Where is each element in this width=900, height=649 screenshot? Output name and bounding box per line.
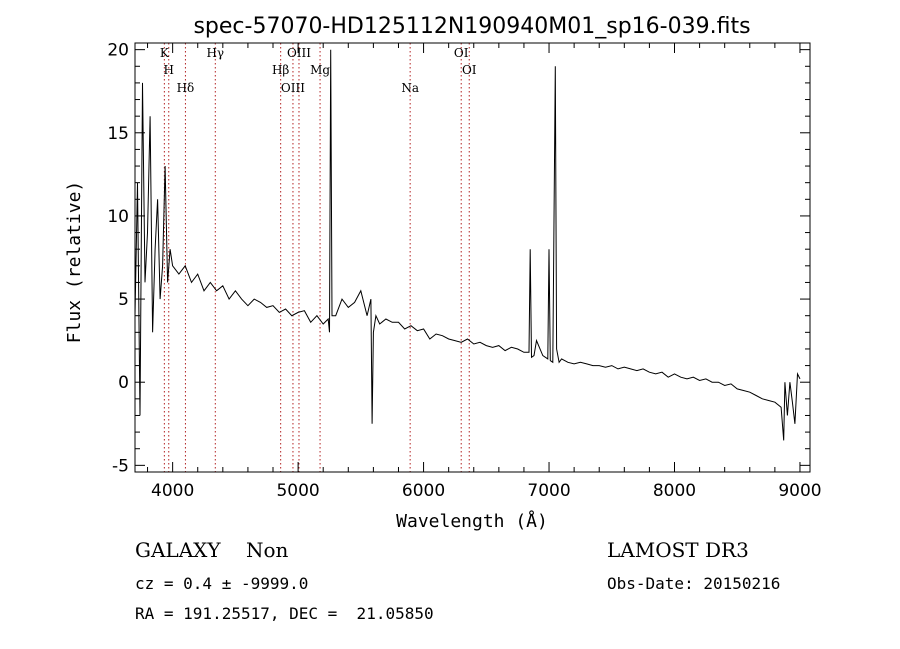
line-markers	[163, 43, 470, 472]
obs-date: Obs-Date: 20150216	[607, 574, 781, 593]
x-tick-label: 7000	[527, 481, 570, 501]
y-tick-label: 20	[107, 41, 129, 61]
chart-title: spec-57070-HD125112N190940M01_sp16-039.f…	[193, 14, 750, 39]
y-axis-ticks: -5 0 5 10 15 20	[107, 41, 810, 476]
y-axis-label: Flux (relative)	[64, 181, 85, 344]
line-marker-label: Na	[401, 81, 419, 95]
line-marker-label: OIII	[281, 81, 305, 95]
line-marker-label: OI	[462, 63, 477, 77]
plot-frame	[134, 42, 811, 473]
line-marker-label: Mg	[310, 63, 330, 77]
line-marker-label: OIII	[287, 46, 311, 60]
x-tick-label: 4000	[151, 481, 194, 501]
line-marker-label: Hδ	[177, 81, 195, 95]
survey-release: LAMOST DR3	[607, 538, 749, 562]
y-tick-label: 0	[118, 373, 129, 393]
y-tick-label: -5	[112, 456, 129, 476]
object-class: GALAXY Non	[135, 538, 289, 562]
coordinates-readout: RA = 191.25517, DEC = 21.05850	[135, 604, 434, 623]
x-tick-label: 6000	[402, 481, 445, 501]
line-marker-label: H	[164, 63, 174, 77]
y-tick-label: 5	[118, 290, 129, 310]
x-tick-label: 8000	[653, 481, 696, 501]
line-marker-label: K	[160, 46, 170, 60]
x-tick-label: 5000	[276, 481, 319, 501]
redshift-readout: cz = 0.4 ± -9999.0	[135, 574, 309, 593]
x-axis-label: Wavelength (Å)	[396, 510, 548, 532]
spectrum-line	[134, 49, 801, 441]
y-tick-label: 15	[107, 124, 129, 144]
line-marker-label: Hβ	[272, 63, 289, 77]
line-marker-label: Hγ	[206, 46, 224, 60]
x-tick-label: 9000	[778, 481, 821, 501]
line-marker-label: OI	[454, 46, 469, 60]
x-axis-ticks: 4000 5000 6000 7000 8000 9000	[147, 43, 822, 501]
y-tick-label: 10	[107, 207, 129, 227]
